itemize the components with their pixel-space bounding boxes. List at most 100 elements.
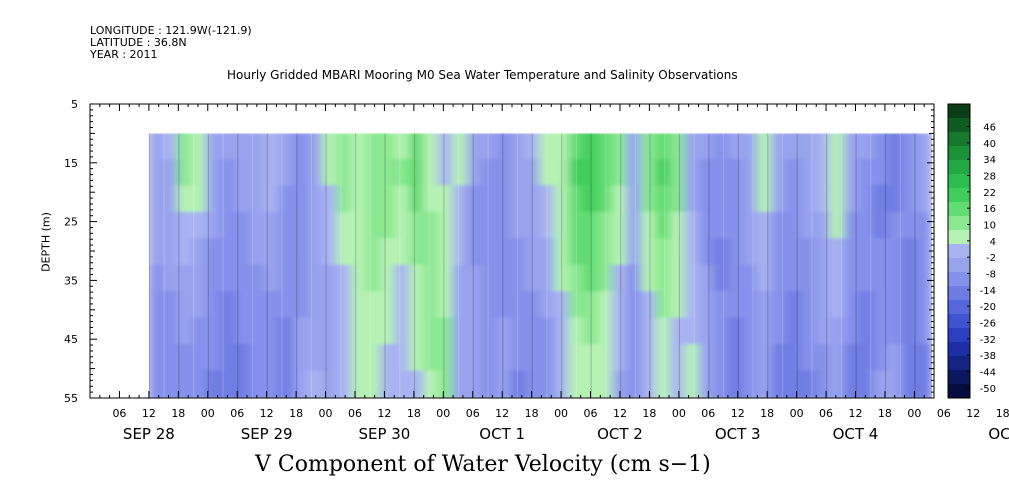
x-day-label: OCT 3 [715, 425, 761, 443]
heatmap-cell [336, 211, 353, 241]
heatmap-cell [873, 133, 890, 161]
heatmap-cell [336, 158, 353, 188]
heatmap-cell [220, 133, 237, 161]
heatmap-cell [524, 133, 542, 161]
heatmap-cell [742, 133, 759, 161]
heatmap-cell [670, 185, 687, 214]
heatmap-cell [815, 344, 832, 373]
heatmap-cell [350, 158, 368, 188]
heatmap-cell [757, 185, 774, 214]
heatmap-cell [670, 264, 687, 294]
heatmap-cell [626, 238, 643, 267]
heatmap-cell [553, 211, 571, 241]
heatmap-cell [292, 291, 310, 320]
texture-stripe [443, 133, 445, 398]
heatmap-cell [815, 211, 832, 241]
heatmap-cell [858, 238, 875, 267]
heatmap-cell [771, 264, 788, 294]
heatmap-cell [887, 264, 904, 294]
colorbar-swatch [948, 216, 970, 231]
heatmap-cell [829, 211, 846, 241]
heatmap-cell [800, 238, 817, 267]
heatmap-cell [278, 344, 295, 373]
colorbar-label: -26 [980, 319, 996, 330]
colorbar-swatch [948, 286, 970, 301]
heatmap-cell [568, 185, 585, 214]
x-day-label: OCT 1 [479, 425, 525, 443]
heatmap-cell [829, 370, 846, 398]
heatmap-cell [292, 370, 310, 398]
texture-stripe [664, 133, 666, 398]
heatmap-cell [234, 185, 252, 214]
heatmap-cell [612, 291, 629, 320]
heatmap-cell [205, 158, 223, 188]
heatmap-cell [263, 370, 281, 398]
heatmap-cell [408, 317, 426, 347]
heatmap-cell [408, 344, 426, 373]
colorbar-swatch [948, 314, 970, 329]
heatmap-cell [249, 344, 266, 373]
texture-stripe [737, 133, 739, 398]
heatmap-cell [728, 133, 745, 161]
heatmap-cell [728, 291, 745, 320]
heatmap-cell [800, 317, 817, 347]
heatmap-cell [699, 317, 716, 347]
heatmap-cell [220, 158, 237, 188]
heatmap-cell [278, 238, 295, 267]
heatmap-cell [437, 344, 455, 373]
x-hour-label: 06 [348, 407, 362, 420]
y-tick-label: 25 [64, 216, 78, 229]
heatmap-cell [582, 238, 600, 267]
x-hour-label: 06 [112, 407, 126, 420]
heatmap-cell [292, 238, 310, 267]
heatmap-cell [481, 238, 498, 267]
heatmap-cell [278, 185, 295, 214]
heatmap-cell [844, 185, 861, 214]
heatmap-cell [148, 185, 165, 214]
x-hour-label: 00 [907, 407, 921, 420]
heatmap-cell [742, 264, 759, 294]
heatmap-cell [423, 291, 440, 320]
heatmap-cell [452, 264, 469, 294]
heatmap-cell [148, 370, 165, 398]
heatmap-cell [684, 317, 701, 347]
heatmap-cell [699, 370, 716, 398]
texture-stripe [531, 133, 533, 398]
heatmap-cell [191, 185, 208, 214]
heatmap-cell [655, 158, 672, 188]
heatmap-cell [205, 317, 223, 347]
heatmap-cell [524, 370, 542, 398]
heatmap-cell [873, 291, 890, 320]
heatmap-cell [205, 291, 223, 320]
heatmap-cell [815, 185, 832, 214]
texture-stripe [811, 133, 813, 398]
texture-stripe [752, 133, 754, 398]
heatmap-cell [408, 264, 426, 294]
heatmap-cell [887, 133, 904, 161]
heatmap-cell [495, 211, 513, 241]
heatmap-cell [408, 291, 426, 320]
texture-stripe [458, 133, 460, 398]
heatmap-cell [699, 344, 716, 373]
heatmap-cell [234, 238, 252, 267]
heatmap-cell [553, 344, 571, 373]
heatmap-cell [466, 158, 484, 188]
heatmap-cell [162, 291, 179, 320]
heatmap-cell [829, 185, 846, 214]
x-day-label: OCT 5 [988, 425, 1009, 443]
heatmap-cell [205, 133, 223, 161]
heatmap-cell [582, 264, 600, 294]
heatmap-cell [771, 185, 788, 214]
heatmap-cell [713, 344, 730, 373]
heatmap-cell [365, 317, 382, 347]
heatmap-cell [713, 264, 730, 294]
heatmap-cell [394, 291, 411, 320]
texture-stripe [413, 133, 416, 398]
x-hour-label: 00 [319, 407, 333, 420]
heatmap-cell [524, 264, 542, 294]
colorbar-swatch [948, 356, 970, 371]
heatmap-cell [191, 211, 208, 241]
heatmap-cell [713, 211, 730, 241]
heatmap-cell [699, 211, 716, 241]
